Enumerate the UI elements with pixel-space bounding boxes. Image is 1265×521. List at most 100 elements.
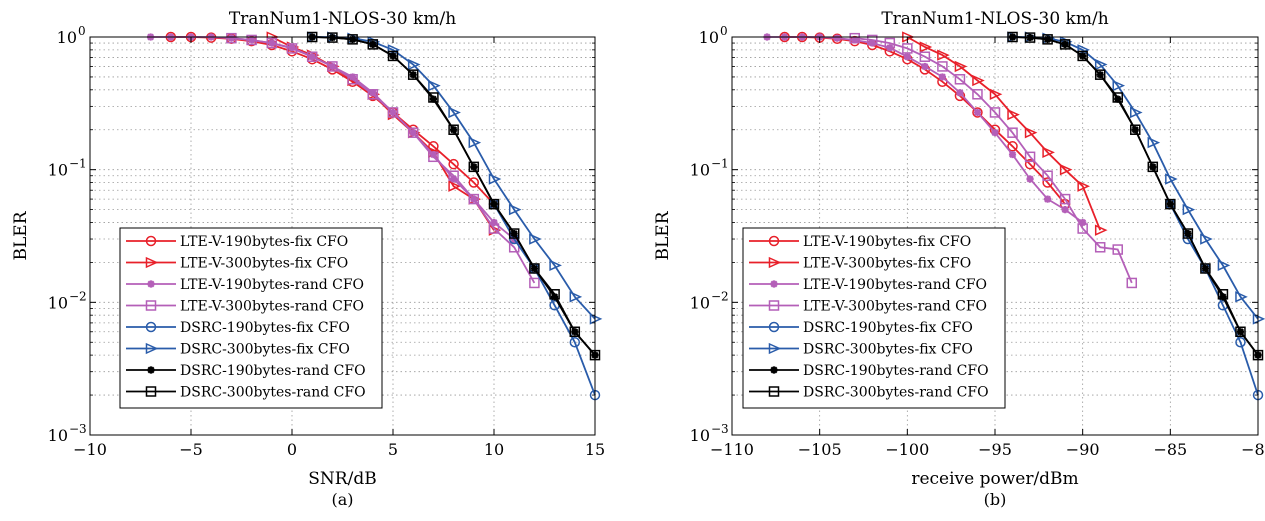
series-line <box>312 36 596 356</box>
data-point <box>488 198 500 210</box>
legend-label: DSRC-190bytes-fix CFO <box>803 320 973 336</box>
chart-title: TranNum1-NLOS-30 km/h <box>881 9 1108 29</box>
chart-title: TranNum1-NLOS-30 km/h <box>229 9 456 29</box>
legend-box <box>742 227 1006 409</box>
y-tick-label-base: 10 <box>48 161 68 180</box>
data-point <box>1007 108 1020 121</box>
data-point <box>227 34 235 42</box>
legend-entry: DSRC-300bytes-rand CFO <box>749 385 989 401</box>
y-tick-label-base: 10 <box>690 293 710 312</box>
y-tick-label-exponent: −1 <box>69 157 87 171</box>
data-point <box>991 129 999 137</box>
data-point <box>569 337 581 348</box>
data-point <box>937 61 948 72</box>
data-point <box>428 92 439 103</box>
series-3 <box>226 32 540 289</box>
data-point <box>919 41 933 53</box>
data-point <box>347 74 358 85</box>
data-point <box>1219 293 1227 301</box>
legend-entry: LTE-V-300bytes-fix CFO <box>749 256 971 272</box>
legend-label: DSRC-300bytes-fix CFO <box>180 342 350 358</box>
legend-label: DSRC-190bytes-rand CFO <box>803 363 989 379</box>
legend-entry: LTE-V-190bytes-rand CFO <box>749 277 987 293</box>
legend-entry: DSRC-190bytes-fix CFO <box>126 320 350 336</box>
x-tick-label: −110 <box>710 440 754 459</box>
legend-marker <box>147 366 155 374</box>
data-point <box>569 291 583 303</box>
data-point <box>1200 233 1213 245</box>
legend-entry: LTE-V-190bytes-rand CFO <box>126 277 364 293</box>
legend-label: LTE-V-190bytes-rand CFO <box>803 277 987 293</box>
data-point <box>1059 39 1071 50</box>
data-point <box>508 203 522 216</box>
data-point <box>529 263 540 274</box>
data-point <box>488 223 500 234</box>
data-point <box>1165 173 1178 185</box>
data-point <box>569 326 581 338</box>
legend-entry: DSRC-190bytes-fix CFO <box>749 320 973 336</box>
y-axis-label: BLER <box>11 210 31 260</box>
y-tick-label-base: 10 <box>690 426 710 445</box>
legend-label: LTE-V-300bytes-rand CFO <box>180 299 364 315</box>
x-axis-label: SNR/dB <box>308 469 376 489</box>
data-point <box>954 60 968 73</box>
data-point <box>266 37 278 49</box>
data-point <box>450 175 458 183</box>
data-point <box>1024 127 1038 139</box>
legend-label: DSRC-300bytes-fix CFO <box>803 342 973 358</box>
data-point <box>1024 158 1036 170</box>
legend-marker <box>770 280 778 288</box>
legend-marker <box>145 235 157 247</box>
data-point <box>407 69 419 80</box>
legend-box <box>119 227 383 409</box>
data-point <box>1165 198 1176 210</box>
legend-label: DSRC-190bytes-rand CFO <box>180 363 366 379</box>
data-point <box>1007 127 1018 138</box>
data-point <box>937 49 950 61</box>
data-point <box>429 150 437 159</box>
data-point <box>1147 136 1161 149</box>
data-point <box>1130 106 1143 119</box>
data-point <box>1182 203 1196 216</box>
data-point <box>1094 69 1106 80</box>
data-point <box>868 39 876 47</box>
series-line <box>1012 36 1259 356</box>
legend-entry: LTE-V-190bytes-fix CFO <box>749 234 971 250</box>
data-point <box>407 127 419 138</box>
x-tick-label: 15 <box>585 440 605 459</box>
data-point <box>919 51 931 62</box>
data-point <box>1026 175 1034 183</box>
data-point <box>1077 180 1090 192</box>
legend-marker <box>768 235 780 247</box>
legend-marker <box>145 342 159 355</box>
data-point <box>1077 223 1088 234</box>
legend-entry: DSRC-300bytes-fix CFO <box>749 342 973 358</box>
data-point <box>327 32 338 43</box>
legend-marker <box>768 300 780 311</box>
y-tick-label-base: 10 <box>690 161 710 180</box>
data-point <box>884 37 896 49</box>
data-point <box>367 39 379 50</box>
data-point <box>921 62 929 71</box>
data-point <box>954 74 966 85</box>
data-point <box>286 43 298 54</box>
legend: LTE-V-190bytes-fix CFO LTE-V-300bytes-fix… <box>119 227 383 409</box>
data-point <box>1130 124 1141 135</box>
data-point <box>1059 193 1071 205</box>
legend-entry: DSRC-190bytes-rand CFO <box>749 363 989 379</box>
data-point <box>448 180 461 192</box>
x-tick-label: −95 <box>978 440 1012 459</box>
data-point <box>973 108 982 117</box>
data-point <box>448 158 459 170</box>
chart-panel-b: −110−105−100−95−90−85−8010010−110−210−3T… <box>653 9 1265 509</box>
data-point <box>938 73 946 81</box>
x-tick-label: 0 <box>287 440 297 459</box>
legend-entry: DSRC-300bytes-rand CFO <box>126 385 366 401</box>
data-point <box>367 89 379 100</box>
data-point <box>1024 151 1036 163</box>
y-tick-label-exponent: −2 <box>711 289 729 303</box>
legend-marker <box>768 256 782 269</box>
y-tick-label-exponent: −2 <box>69 289 87 303</box>
figure-caption: (b) <box>984 490 1007 509</box>
